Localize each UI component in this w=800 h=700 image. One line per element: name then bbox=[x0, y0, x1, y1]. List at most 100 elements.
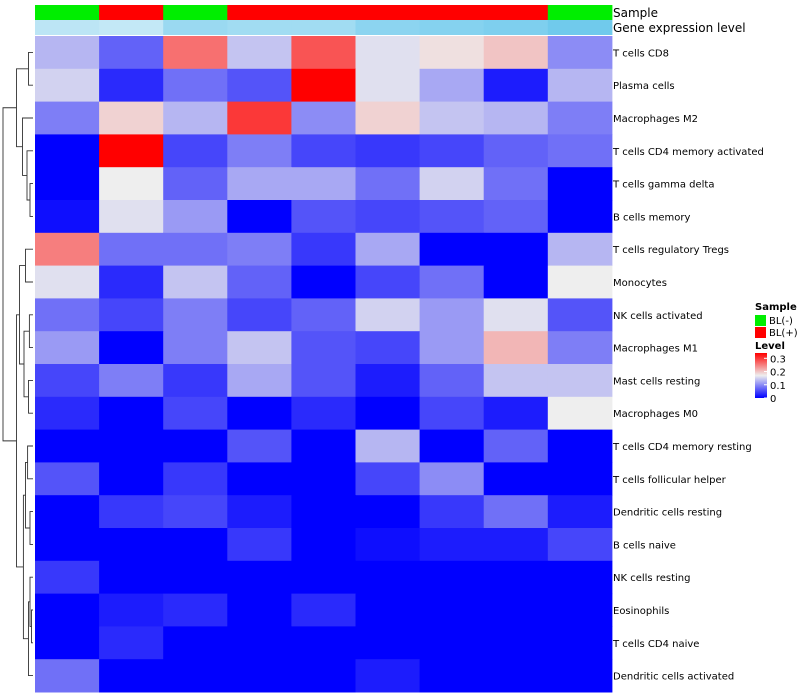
dendrogram-branch bbox=[2, 107, 17, 442]
heatmap-cell bbox=[163, 462, 228, 496]
heatmap-cell bbox=[99, 560, 164, 595]
sample-annotation-cell bbox=[291, 5, 356, 20]
dendrogram-branch bbox=[28, 51, 33, 86]
heatmap-cell bbox=[355, 265, 421, 299]
heatmap-cell bbox=[291, 560, 356, 595]
heatmap-cell bbox=[419, 68, 485, 103]
heatmap-cell bbox=[291, 200, 356, 234]
row-label: T cells gamma delta bbox=[612, 180, 714, 191]
heatmap-cell bbox=[35, 68, 100, 103]
heatmap-cell bbox=[547, 167, 613, 201]
heatmap-cell bbox=[547, 68, 613, 103]
heatmap-cell bbox=[419, 659, 485, 693]
dendrogram-branch bbox=[29, 511, 33, 545]
heatmap-cell bbox=[227, 36, 292, 70]
heatmap-cell bbox=[227, 232, 292, 267]
legend-sample-title: Sample bbox=[755, 302, 797, 313]
heatmap-cell bbox=[355, 626, 421, 660]
heatmap-cell bbox=[547, 560, 613, 595]
heatmap-cell bbox=[419, 528, 485, 562]
heatmap-cell bbox=[483, 528, 549, 562]
heatmap-cell bbox=[35, 429, 100, 463]
row-label: NK cells activated bbox=[613, 311, 703, 322]
gene-expression-annotation-cell bbox=[35, 20, 100, 35]
heatmap-cell bbox=[163, 68, 228, 103]
heatmap-cell bbox=[547, 462, 613, 496]
row-labels: T cells CD8 Plasma cells Macrophages M2 T c… bbox=[612, 48, 764, 682]
heatmap-cell bbox=[355, 495, 421, 529]
heatmap-cell bbox=[99, 626, 164, 660]
dendrogram-branch bbox=[27, 445, 33, 480]
heatmap-cell bbox=[483, 101, 549, 135]
heatmap-cell bbox=[547, 659, 613, 693]
heatmap-cell bbox=[547, 528, 613, 562]
heatmap-cell bbox=[163, 364, 228, 398]
heatmap-cell bbox=[163, 659, 228, 693]
row-label: T cells CD4 naive bbox=[612, 639, 699, 650]
heatmap-cell bbox=[483, 134, 549, 168]
heatmap-cell bbox=[355, 298, 421, 332]
row-label: Dendritic cells resting bbox=[613, 508, 722, 519]
row-label: T cells regulatory Tregs bbox=[612, 245, 729, 256]
sample-annotation-cell bbox=[227, 5, 292, 20]
heatmap-cell bbox=[547, 200, 613, 234]
heatmap-cell bbox=[419, 265, 485, 299]
heatmap-cell bbox=[35, 528, 100, 562]
heatmap-cell bbox=[483, 232, 549, 267]
heatmap-cell bbox=[483, 659, 549, 693]
heatmap-cell bbox=[483, 36, 549, 70]
heatmap-cell bbox=[419, 200, 485, 234]
heatmap-cell bbox=[163, 232, 228, 267]
heatmap-cell bbox=[227, 593, 292, 627]
row-label: Macrophages M2 bbox=[613, 114, 698, 125]
row-label: T cells CD4 memory activated bbox=[612, 147, 764, 158]
heatmap-cell bbox=[355, 429, 421, 463]
heatmap-cell bbox=[547, 134, 613, 168]
row-label: B cells memory bbox=[613, 212, 690, 223]
heatmap-cell bbox=[483, 462, 549, 496]
heatmap-cell bbox=[99, 134, 164, 168]
row-label: Eosinophils bbox=[613, 606, 669, 617]
heatmap-cell bbox=[163, 331, 228, 365]
heatmap-cell bbox=[547, 36, 613, 70]
heatmap-cell bbox=[483, 495, 549, 529]
heatmap-cell bbox=[483, 265, 549, 299]
heatmap-cell bbox=[227, 265, 292, 299]
heatmap-cell bbox=[35, 626, 100, 660]
heatmap-cell bbox=[419, 101, 485, 135]
heatmap-cell bbox=[355, 68, 421, 103]
heatmap-cell bbox=[355, 232, 421, 267]
heatmap-cell bbox=[355, 364, 421, 398]
heatmap-cell bbox=[35, 167, 100, 201]
row-label: T cells CD8 bbox=[612, 48, 669, 59]
heatmap-cell bbox=[291, 134, 356, 168]
heatmap-cell bbox=[227, 560, 292, 595]
heatmap-cell bbox=[355, 167, 421, 201]
heatmap-cell bbox=[355, 528, 421, 562]
dendrogram-branch bbox=[28, 379, 33, 414]
heatmap-cell bbox=[99, 528, 164, 562]
heatmap-cell bbox=[291, 659, 356, 693]
dendrogram-branch bbox=[19, 265, 26, 365]
heatmap-cell bbox=[99, 462, 164, 496]
heatmap-cell bbox=[291, 232, 356, 267]
sample-annotation-title: Sample bbox=[613, 6, 658, 20]
heatmap-cell bbox=[35, 396, 100, 431]
heatmap-cell bbox=[355, 560, 421, 595]
heatmap-cell bbox=[163, 36, 228, 70]
gene-expression-annotation-title: Gene expression level bbox=[613, 21, 746, 35]
heatmap-cell bbox=[483, 331, 549, 365]
heatmap-cell bbox=[163, 593, 228, 627]
sample-annotation-cell bbox=[547, 5, 613, 20]
row-label: NK cells resting bbox=[613, 573, 690, 584]
heatmap-cell bbox=[163, 265, 228, 299]
heatmap-cell bbox=[419, 429, 485, 463]
heatmap-cell bbox=[35, 232, 100, 267]
legend-sample-label: BL(-) bbox=[769, 316, 793, 327]
heatmap-cell bbox=[35, 298, 100, 332]
heatmap-cell bbox=[227, 495, 292, 529]
row-label: Mast cells resting bbox=[613, 376, 700, 387]
heatmap-cell bbox=[35, 200, 100, 234]
heatmap-cell bbox=[99, 200, 164, 234]
gene-expression-annotation-cell bbox=[227, 20, 292, 35]
